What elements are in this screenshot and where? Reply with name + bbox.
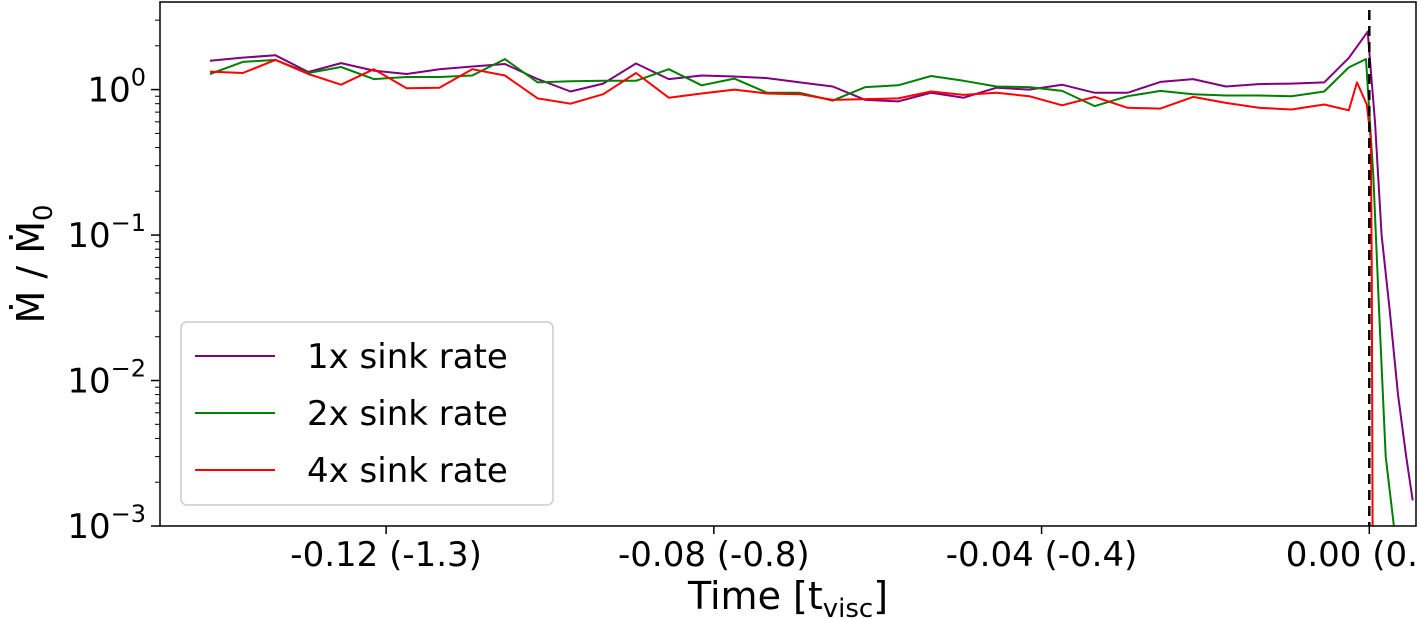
legend-box	[180, 321, 554, 506]
plot-frame	[159, 1, 1417, 527]
series-line-2	[209, 58, 1395, 526]
y-axis-title-main: Ṁ / Ṁ	[9, 221, 53, 324]
legend-label-1: 1x sink rate	[307, 337, 508, 377]
series-line-1	[209, 30, 1414, 501]
x-tick-label-2: -0.08 (-0.8)	[618, 535, 810, 575]
x-axis-title-close: ]	[873, 574, 888, 618]
y-axis-title-sub: 0	[29, 204, 59, 221]
legend: 1x sink rate 2x sink rate 4x sink rate	[180, 321, 554, 506]
y-tick-label-3: 10−2	[67, 355, 146, 402]
x-tick-label-3: -0.04 (-0.4)	[946, 535, 1138, 575]
x-axis-title-sub: visc	[823, 594, 873, 619]
series-layer	[209, 30, 1414, 526]
y-tick-label-1: 100	[87, 64, 146, 111]
series-line-3	[209, 58, 1374, 526]
y-tick-label-2: 10−1	[67, 209, 146, 256]
x-axis-ticks: -0.12 (-1.3) -0.08 (-0.8) -0.04 (-0.4) 0.00…	[290, 526, 1420, 575]
legend-items: 1x sink rate 2x sink rate 4x sink rate	[195, 337, 508, 491]
y-axis-title: Ṁ / Ṁ0	[9, 204, 59, 323]
y-axis-ticks: 100 10−1 10−2 10−3	[67, 19, 160, 547]
x-axis-title-main: Time [t	[687, 574, 823, 618]
x-tick-label-4: 0.00 (0.0)	[1286, 535, 1420, 575]
legend-label-2: 2x sink rate	[307, 394, 508, 434]
x-axis-title: Time [tvisc]	[687, 574, 888, 619]
x-tick-label-1: -0.12 (-1.3)	[290, 535, 482, 575]
y-tick-label-4: 10−3	[67, 500, 146, 547]
legend-label-3: 4x sink rate	[307, 451, 508, 491]
